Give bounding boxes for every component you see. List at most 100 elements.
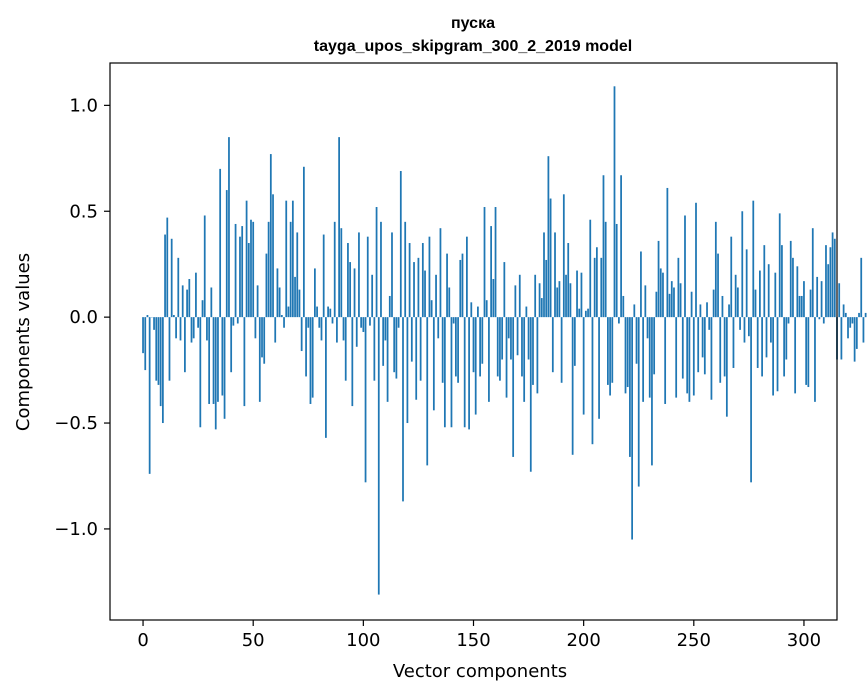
bar-70 <box>296 232 299 318</box>
bar-145 <box>461 253 464 318</box>
bar-147 <box>466 236 468 318</box>
bar-273 <box>743 317 746 343</box>
bar-232 <box>653 317 656 375</box>
bar-218 <box>622 295 625 318</box>
bar-93 <box>347 243 349 318</box>
bar-96 <box>353 268 356 318</box>
bar-309 <box>822 317 825 324</box>
bar-123 <box>413 262 415 318</box>
bar-275 <box>748 317 750 337</box>
bar-220 <box>626 317 629 388</box>
bar-267 <box>730 236 733 318</box>
bar-274 <box>745 249 748 318</box>
bar-91 <box>342 317 345 341</box>
bar-78 <box>314 268 316 318</box>
bar-245 <box>681 317 684 379</box>
bar-238 <box>666 187 669 318</box>
bar-142 <box>454 317 457 377</box>
bar-55 <box>263 317 266 364</box>
bar-260 <box>714 221 717 318</box>
bar-134 <box>437 317 440 339</box>
bar-280 <box>759 270 761 318</box>
x-tick-label: 100 <box>346 630 380 651</box>
bar-34 <box>217 317 219 402</box>
bar-59 <box>272 194 274 318</box>
bar-12 <box>168 317 171 381</box>
bar-94 <box>349 262 352 318</box>
bar-41 <box>232 317 235 326</box>
bar-62 <box>278 287 281 318</box>
bar-235 <box>659 268 662 318</box>
bar-296 <box>794 317 797 394</box>
bar-256 <box>706 302 708 318</box>
bar-269 <box>734 274 737 318</box>
bar-223 <box>633 304 636 318</box>
bar-239 <box>668 293 671 318</box>
bar-290 <box>781 245 783 318</box>
bar-31 <box>210 287 213 318</box>
bar-212 <box>609 317 611 396</box>
bar-165 <box>505 317 508 398</box>
bar-297 <box>796 266 799 318</box>
bar-304 <box>811 228 814 318</box>
bar-154 <box>481 317 484 364</box>
bar-111 <box>386 317 389 402</box>
bar-58 <box>269 154 272 318</box>
bar-8 <box>159 317 162 407</box>
bar-180 <box>538 283 541 318</box>
bar-292 <box>785 317 788 360</box>
bar-277 <box>752 200 755 318</box>
bar-53 <box>258 317 261 402</box>
bar-128 <box>424 270 426 318</box>
bar-233 <box>655 291 658 318</box>
bar-3 <box>148 317 151 474</box>
bar-63 <box>280 315 283 318</box>
bar-199 <box>580 272 583 318</box>
x-tick-label: 50 <box>242 630 265 651</box>
bar-190 <box>560 317 563 383</box>
bar-217 <box>620 175 622 318</box>
bar-318 <box>842 304 845 318</box>
bar-227 <box>642 317 645 402</box>
bar-189 <box>558 281 561 318</box>
bar-159 <box>492 279 495 318</box>
bar-266 <box>728 304 730 318</box>
bar-140 <box>450 317 453 428</box>
x-axis-label: Vector components <box>393 661 567 682</box>
bar-77 <box>311 317 314 398</box>
bar-112 <box>388 295 391 318</box>
bar-119 <box>404 221 407 318</box>
bar-43 <box>236 317 239 324</box>
bar-117 <box>399 171 402 318</box>
bar-46 <box>243 317 246 407</box>
y-tick-label: 0.0 <box>69 307 98 328</box>
bar-202 <box>587 308 589 318</box>
bar-106 <box>375 207 378 318</box>
bar-81 <box>320 317 323 341</box>
bar-143 <box>457 317 459 383</box>
bar-278 <box>754 289 757 318</box>
bar-246 <box>684 215 686 318</box>
bar-141 <box>452 317 455 324</box>
bar-16 <box>177 257 180 318</box>
y-tick-label: 0.5 <box>69 201 98 222</box>
bar-265 <box>725 317 728 417</box>
bar-176 <box>529 317 532 472</box>
y-tick-label: −0.5 <box>54 413 98 434</box>
bar-287 <box>774 272 777 318</box>
bar-225 <box>637 317 640 487</box>
bar-47 <box>245 200 248 318</box>
bar-169 <box>514 285 517 318</box>
bar-300 <box>803 281 805 318</box>
bar-284 <box>767 264 770 318</box>
bar-17 <box>179 317 182 341</box>
bar-195 <box>571 317 574 455</box>
bar-294 <box>789 240 792 318</box>
bar-172 <box>521 317 523 377</box>
bar-151 <box>474 317 477 415</box>
bar-178 <box>534 274 537 318</box>
bar-205 <box>593 257 596 318</box>
bar-118 <box>402 317 404 502</box>
